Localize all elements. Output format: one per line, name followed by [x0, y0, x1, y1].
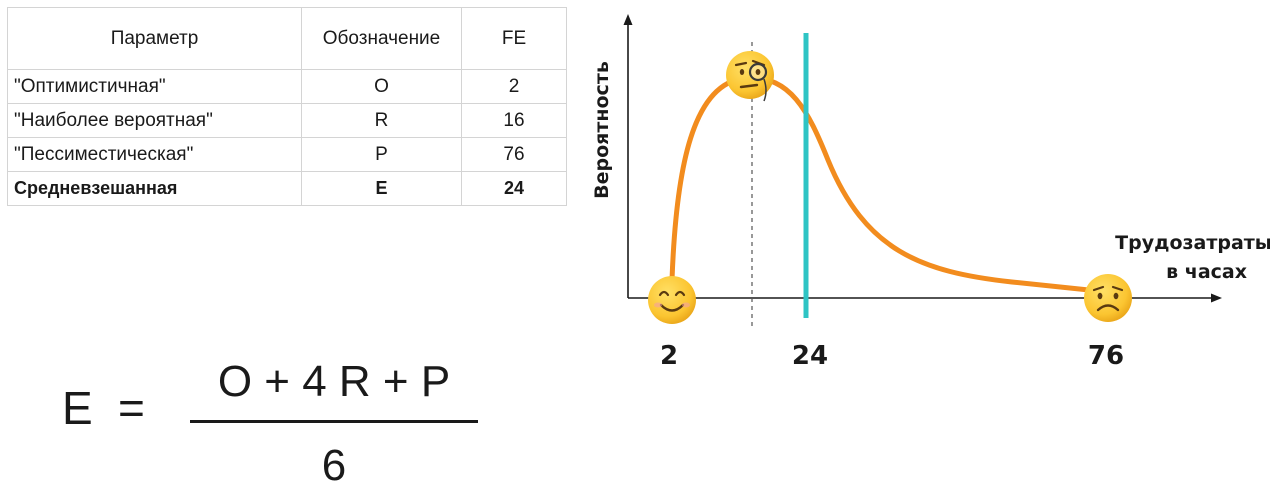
row-symbol: P: [301, 137, 462, 172]
y-axis-arrow-icon: [623, 14, 633, 25]
table-row: "Наиболее вероятная" R 16: [7, 103, 567, 138]
distribution-curve: [669, 75, 1111, 295]
table-row: "Оптимистичная" O 2: [7, 69, 567, 104]
formula-fraction-bar: [190, 420, 478, 423]
row-param: "Оптимистичная": [7, 69, 302, 104]
smiling-face-icon: [648, 276, 696, 324]
table-row: "Пессиместическая" P 76: [7, 137, 567, 172]
header-symbol: Обозначение: [301, 7, 462, 70]
tick-label-2: 2: [660, 341, 678, 371]
row-value: 76: [461, 137, 567, 172]
estimate-distribution-diagram: Вероятность Трудозатраты в часах 2 24: [591, 14, 1270, 371]
tick-label-76: 76: [1088, 341, 1124, 371]
axes: [623, 14, 1222, 303]
face-with-monocle-icon: [726, 51, 774, 102]
formula-lhs: E: [62, 382, 93, 434]
formula-equals: =: [118, 382, 145, 434]
row-symbol: R: [301, 103, 462, 138]
worried-face-icon: [1084, 274, 1132, 322]
row-symbol: E: [301, 171, 462, 206]
estimate-table: Параметр Обозначение FE "Оптимистичная" …: [7, 7, 567, 206]
x-axis-label-line1: Трудозатраты: [1115, 232, 1270, 254]
row-param: "Пессиместическая": [7, 137, 302, 172]
row-param: Средневзешанная: [7, 171, 302, 206]
table-row-weighted: Средневзешанная E 24: [7, 171, 567, 206]
x-axis-arrow-icon: [1211, 293, 1222, 303]
tick-label-24: 24: [792, 341, 828, 371]
formula-numerator: O + 4 R + P: [217, 357, 451, 406]
formula-denominator: 6: [321, 441, 347, 490]
row-value: 2: [461, 69, 567, 104]
header-fe: FE: [461, 7, 567, 70]
row-param: "Наиболее вероятная": [7, 103, 302, 138]
x-axis-label-line2: в часах: [1166, 261, 1247, 283]
row-value: 24: [461, 171, 567, 206]
row-value: 16: [461, 103, 567, 138]
table-header-row: Параметр Обозначение FE: [7, 7, 567, 70]
y-axis-label: Вероятность: [591, 61, 613, 199]
row-symbol: O: [301, 69, 462, 104]
header-parameter: Параметр: [7, 7, 302, 70]
